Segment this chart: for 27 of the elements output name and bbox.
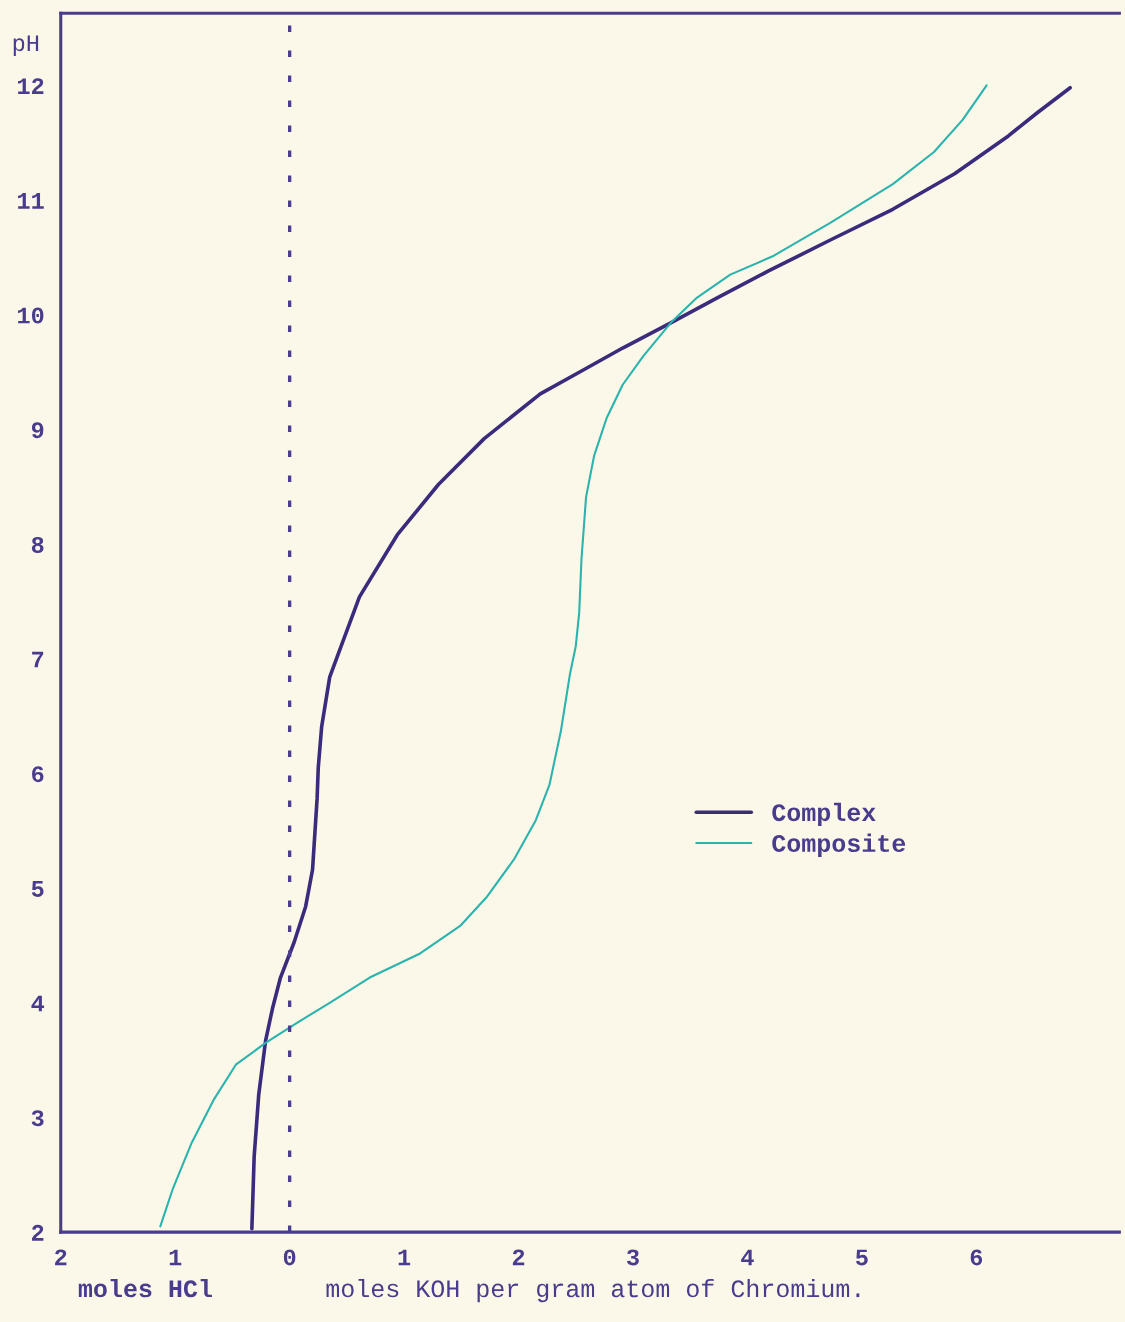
y-tick-label: 4 bbox=[31, 995, 45, 1012]
y-tick-label: 11 bbox=[18, 193, 44, 209]
y-tick-label: 5 bbox=[31, 881, 44, 897]
y-tick-label: 3 bbox=[31, 1110, 44, 1127]
y-tick-label: 2 bbox=[32, 1224, 44, 1241]
x-tick-label: 4 bbox=[741, 1249, 754, 1266]
y-axis-title: pH bbox=[13, 35, 39, 56]
legend-label: Composite bbox=[772, 833, 906, 857]
y-tick-label: 6 bbox=[32, 766, 44, 783]
y-tick-label: 10 bbox=[18, 307, 44, 324]
text: moles HCl bbox=[78, 1278, 212, 1298]
x-tick-label: 5 bbox=[855, 1249, 868, 1266]
y-tick-label: 12 bbox=[18, 78, 44, 95]
x-tick-label: 3 bbox=[626, 1249, 639, 1266]
legend-label: Complex bbox=[772, 802, 876, 827]
line-series bbox=[250, 85, 1072, 1231]
x-tick-label: 2 bbox=[512, 1249, 525, 1266]
x-tick-label: 0 bbox=[283, 1249, 296, 1266]
line-series bbox=[159, 84, 988, 1228]
y-tick-label: 8 bbox=[31, 536, 44, 553]
x-axis-title: moles KOH per gram atom of Chromium. bbox=[326, 1278, 860, 1303]
y-tick-label: 7 bbox=[32, 651, 44, 668]
y-tick-label: 9 bbox=[31, 422, 44, 439]
x-tick-label: 1 bbox=[398, 1249, 411, 1266]
x-tick-label: 6 bbox=[970, 1249, 983, 1266]
x-tick-label: 2 bbox=[55, 1249, 67, 1266]
x-tick-label: 1 bbox=[169, 1249, 182, 1266]
